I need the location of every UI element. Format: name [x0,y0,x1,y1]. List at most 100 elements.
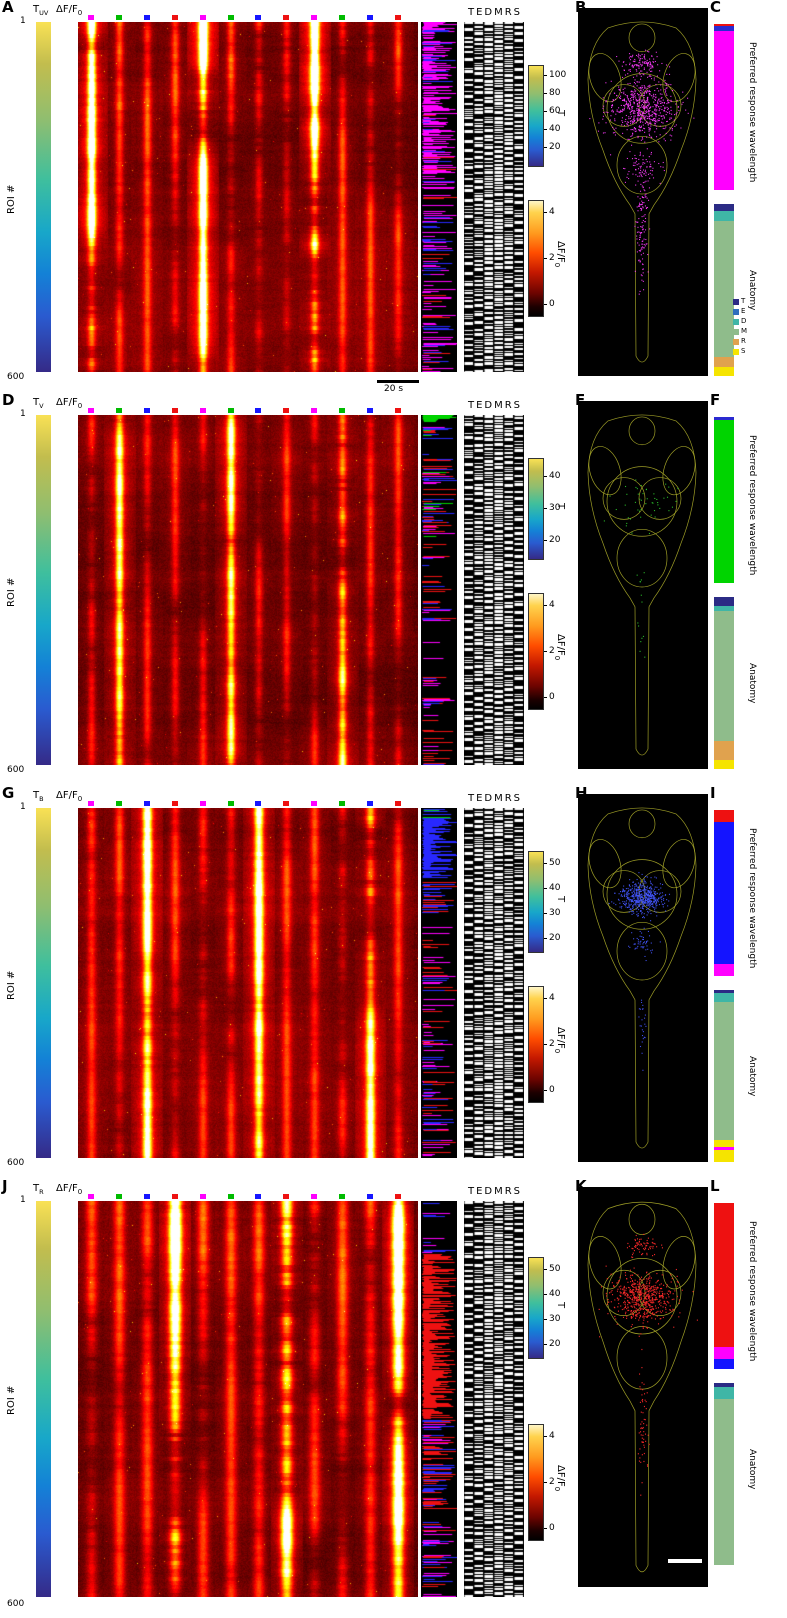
colorbar-tick-label: 4 [549,1430,555,1441]
colorbar-tick-label: 40 [549,883,561,893]
colorbar-tick-label: 80 [549,88,561,98]
fraction-bar-segment [714,420,734,583]
legend-label: M [741,327,748,335]
dff-colorbar-gradient [528,200,544,317]
panel-letter-heatmap: G [2,784,15,802]
dff-colorbar: 4 2 0 [528,593,574,710]
t-colorbar-ticks: 40 30 20 [544,458,574,558]
colorbar-tick-label: 20 [549,142,561,152]
legend-swatch [733,338,739,345]
stimulus-ticks [78,1194,418,1200]
dff-colorbar-ticks: 4 2 0 [544,1424,574,1539]
t-colorbar-label: T [555,503,566,510]
anatomy-raster-header: TEDMRS [467,1186,523,1197]
dff-title: ΔF/F0 [56,397,83,410]
fraction-bar-segment [714,1203,734,1348]
colorbar-tick-label: 2 [549,1476,555,1487]
t-colorbar: 50 40 30 20 [528,1257,574,1359]
anatomy-raster [464,808,524,1158]
stimulus-tick [227,1194,234,1199]
stimulus-tick [143,1194,150,1199]
stimulus-tick [171,15,178,20]
fraction-bar-segment [714,221,734,358]
stimulus-tick [143,408,150,413]
preferred-wavelength-column [421,1201,457,1597]
roi-axis-label: ROI # [6,184,17,214]
t-colorbar-gradient [528,1257,544,1359]
brain-map [578,1187,708,1587]
legend-swatch [733,308,739,315]
figure-row: A TUV ΔF/F0 1 ROI # 600 TEDMRS 100 80 60 40… [0,0,787,394]
dff-colorbar: 4 2 0 [528,200,574,317]
fraction-bar-segment [714,30,734,190]
colorbar-tick-label: 40 [549,471,561,481]
fraction-bar-segment [714,597,734,606]
legend-label: D [741,317,747,325]
fraction-bar-segment [714,821,734,965]
roi-first-label: 1 [20,16,26,26]
fraction-bar-segment [714,741,734,761]
dff-colorbar-label: ΔF/F0 [553,1027,566,1054]
stimulus-tick [311,408,318,413]
colorbar-tick-label: 100 [549,70,567,80]
stimulus-tick [88,15,95,20]
dff-colorbar-gradient [528,593,544,710]
brain-map [578,401,708,769]
fraction-bar-segment [714,1347,734,1360]
stimulus-tick [283,408,290,413]
fraction-bar-segment [714,760,734,769]
colorbar-tick-label: 30 [549,1314,561,1324]
roi-last-label: 600 [7,1158,25,1168]
colorbar-tick-label: 4 [549,992,555,1003]
fraction-bar-segment [714,964,734,976]
fraction-bar-segment [714,605,734,611]
wavelength-bar-label: Preferred response wavelength [747,42,757,183]
fraction-bar-segment [714,810,734,822]
fraction-bar-segment [714,1399,734,1565]
wavelength-bar-label: Preferred response wavelength [747,828,757,969]
anatomy-bar-label: Anatomy [747,663,757,704]
dff-colorbar-ticks: 4 2 0 [544,986,574,1101]
anatomy-raster-header: TEDMRS [467,793,523,804]
t-sort-label: TB [33,790,44,803]
dff-title: ΔF/F0 [56,1183,83,1196]
dff-colorbar-label: ΔF/F0 [553,1465,566,1492]
dff-colorbar-ticks: 4 2 0 [544,593,574,708]
figure-row: G TB ΔF/F0 1 ROI # 600 TEDMRS 50 40 30 20 T… [0,784,787,1179]
stimulus-tick [394,801,401,806]
time-scalebar-label: 20 s [384,384,404,394]
panel-letter-heatmap: A [2,0,14,16]
figure-row: D TV ΔF/F0 1 ROI # 600 TEDMRS 40 30 20 T 4… [0,391,787,786]
legend-swatch [733,318,739,325]
stimulus-tick [255,408,262,413]
fraction-bar-segment [714,1386,734,1400]
colorbar-tick-label: 40 [549,124,561,134]
t-sort-colorbar [36,22,51,372]
fraction-bar-segment [714,417,734,421]
fraction-bar-segment [714,210,734,222]
legend-swatch [733,348,739,355]
colorbar-tick-label: 50 [549,858,561,868]
colorbar-tick-label: 30 [549,908,561,918]
time-scalebar [377,380,419,383]
colorbar-tick-label: 0 [549,1084,555,1095]
panel-letter-map: K [575,1177,587,1195]
figure-row: J TR ΔF/F0 1 ROI # 600 TEDMRS 50 40 30 20 T… [0,1177,787,1618]
stimulus-ticks [78,408,418,414]
anatomy-fraction-bar [714,204,734,376]
roi-first-label: 1 [20,802,26,812]
stimulus-ticks [78,15,418,21]
fraction-bar-segment [714,204,734,211]
stimulus-tick [367,15,373,20]
dff-colorbar-gradient [528,1424,544,1541]
t-colorbar-label: T [555,110,566,117]
dff-title: ΔF/F0 [56,790,83,803]
legend-label: R [741,337,746,345]
dff-colorbar-label: ΔF/F0 [553,634,566,661]
t-colorbar-ticks: 100 80 60 40 20 [544,65,574,165]
colorbar-tick-label: 2 [549,252,555,263]
colorbar-tick-label: 4 [549,206,555,217]
dff-heatmap [78,808,418,1158]
t-colorbar: 100 80 60 40 20 [528,65,574,167]
legend-label: T [741,297,746,305]
